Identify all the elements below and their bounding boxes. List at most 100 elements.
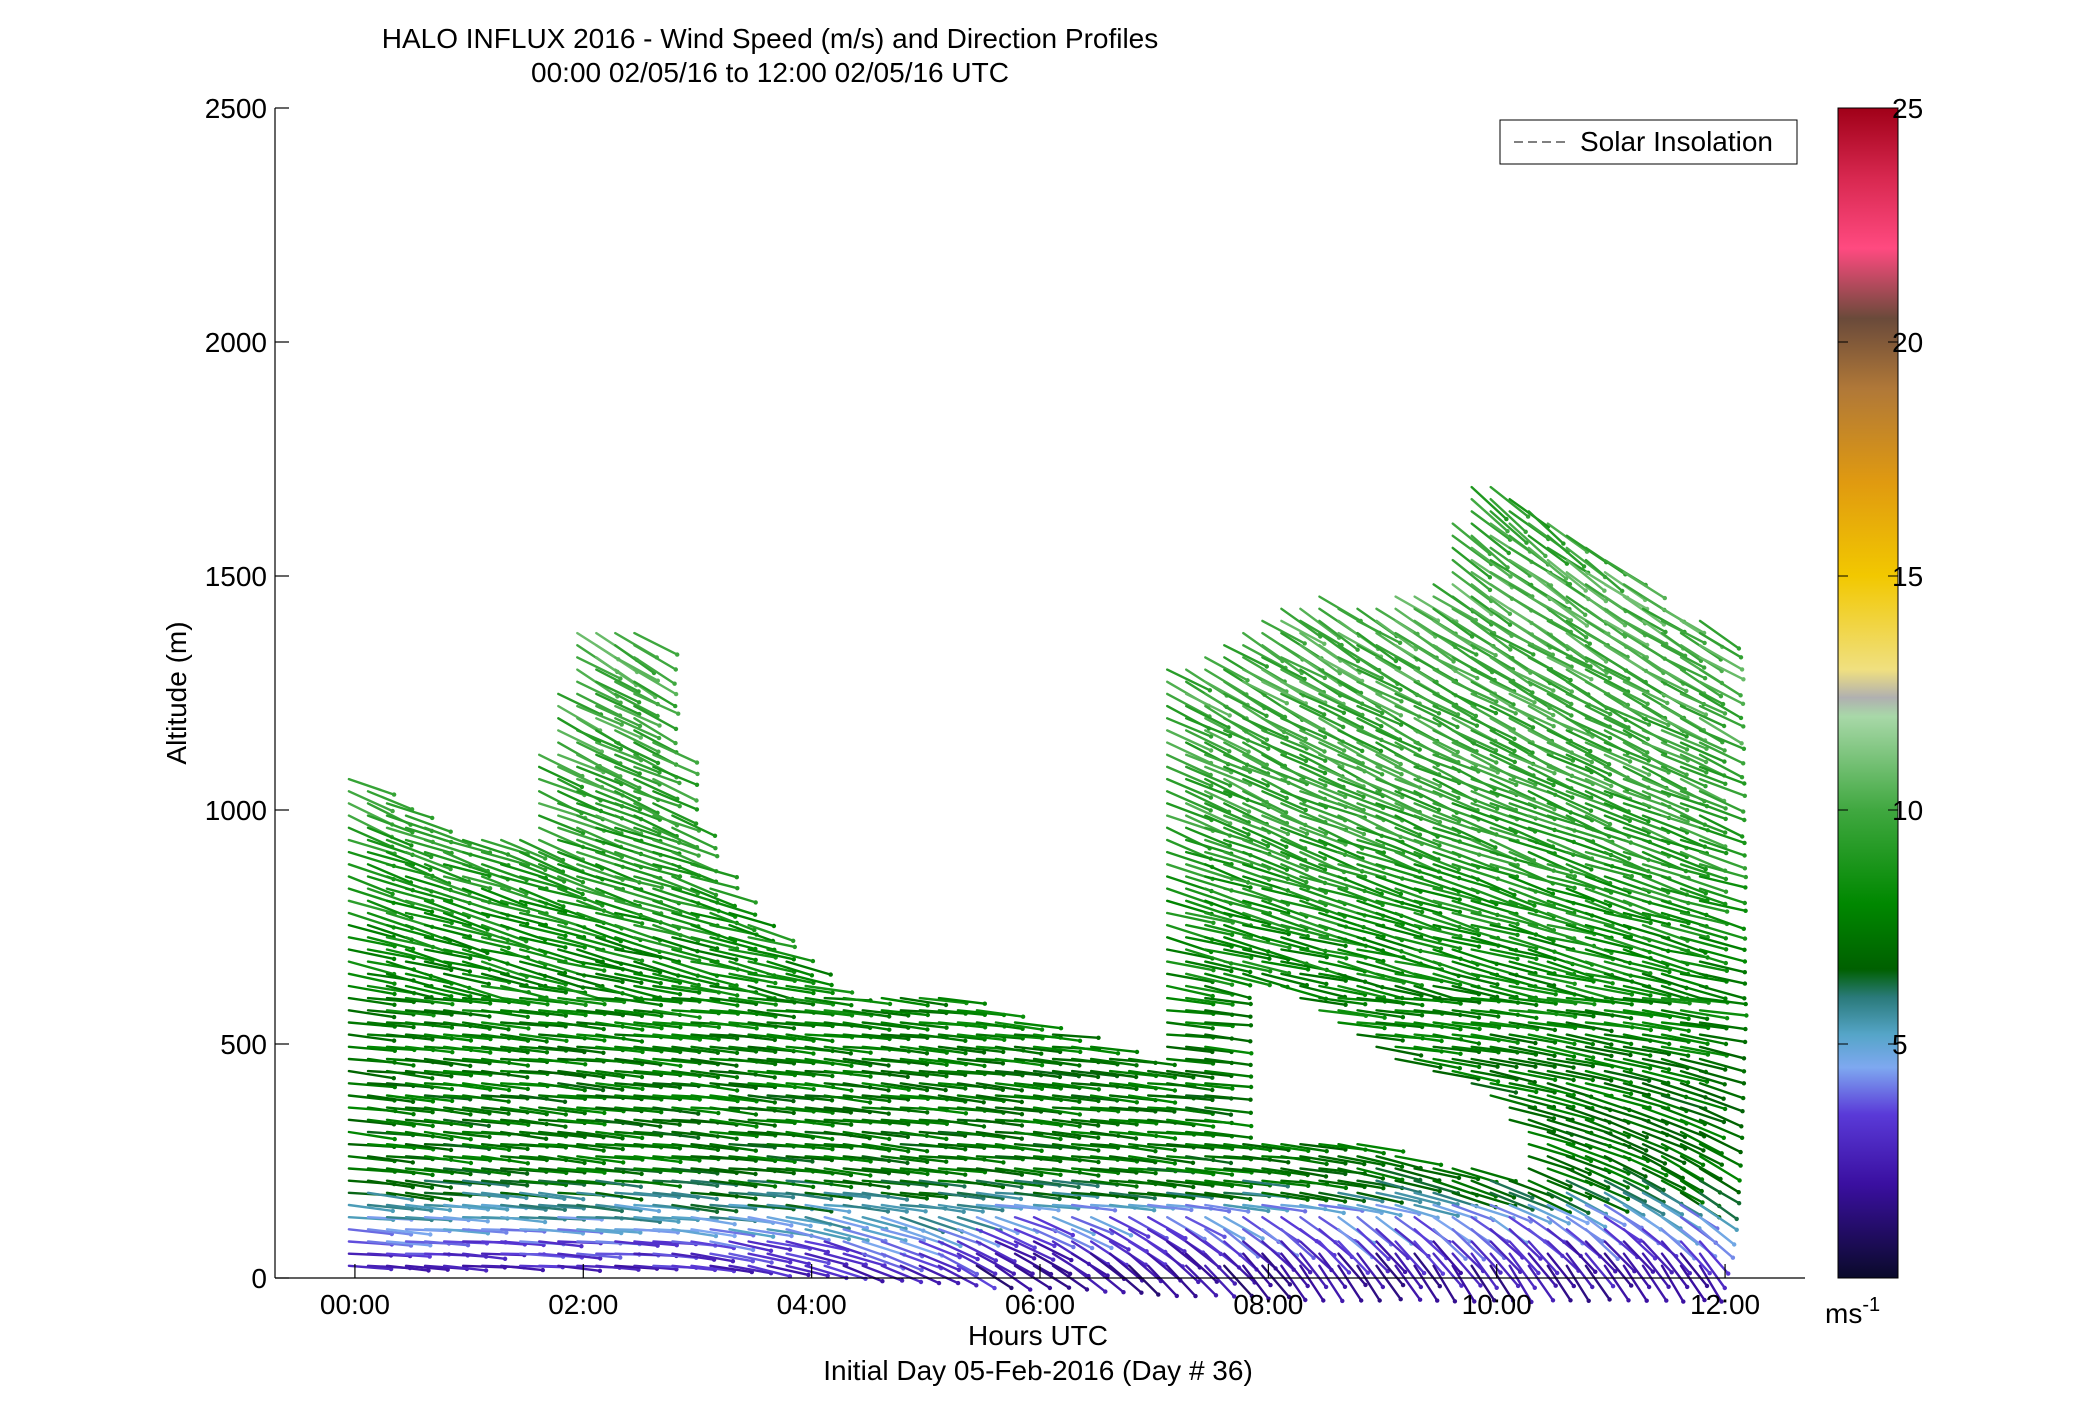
wind-barb	[1546, 1191, 1590, 1215]
wind-barb	[576, 838, 623, 859]
wind-barb	[595, 692, 641, 716]
wind-barb	[557, 1142, 605, 1152]
wind-barb-head	[696, 990, 702, 995]
wind-barb-head	[487, 1001, 493, 1006]
wind-barb	[1318, 984, 1367, 996]
wind-barb-head	[1305, 1183, 1311, 1189]
wind-barb-head	[1456, 867, 1461, 872]
wind-barb	[366, 826, 413, 847]
wind-barb	[747, 1240, 792, 1251]
wind-barb-head	[1196, 1279, 1201, 1285]
wind-barb-head	[1590, 1077, 1596, 1083]
wind-barb	[766, 960, 814, 977]
wind-barb	[823, 1264, 867, 1281]
wind-barb	[652, 1118, 700, 1124]
wind-barb-head	[1058, 1026, 1064, 1031]
wind-barb-head	[808, 1223, 813, 1229]
wind-barb	[1565, 1252, 1594, 1289]
wind-barb-head	[1398, 722, 1404, 727]
wind-barb	[709, 996, 758, 1006]
wind-barb-head	[1507, 622, 1513, 627]
wind-barb-head	[1377, 1298, 1382, 1303]
wind-barb-head	[1361, 831, 1367, 837]
wind-barb	[671, 1021, 720, 1029]
wind-barb	[404, 1009, 453, 1016]
wind-barb	[480, 1021, 530, 1030]
wind-barb	[519, 1033, 568, 1043]
wind-barb	[595, 814, 643, 835]
wind-barb	[633, 875, 682, 891]
wind-barb-head	[830, 1038, 835, 1044]
wind-barb	[1089, 1167, 1138, 1174]
wind-barb	[1375, 948, 1422, 965]
wind-barb	[1223, 644, 1269, 668]
wind-barb	[690, 948, 738, 961]
wind-barb-head	[982, 1025, 988, 1030]
wind-barb	[1108, 1203, 1156, 1212]
wind-barb	[861, 1228, 907, 1242]
wind-barb	[899, 1045, 948, 1054]
wind-barb	[1337, 972, 1384, 989]
wind-barb	[975, 1167, 1023, 1176]
wind-barb-head	[1227, 713, 1232, 718]
wind-barb	[1337, 1021, 1386, 1030]
wind-barb-head	[734, 1075, 740, 1080]
wind-barb-head	[887, 1136, 892, 1142]
wind-barb	[1546, 741, 1594, 764]
wind-barb	[461, 1179, 509, 1187]
wind-barb	[442, 1167, 491, 1175]
wind-barb-head	[1265, 783, 1270, 788]
wind-barb-head	[714, 1209, 720, 1215]
wind-barb	[633, 960, 680, 977]
wind-barb-head	[1552, 1064, 1557, 1069]
wind-barb	[423, 948, 472, 960]
wind-barb	[880, 1191, 928, 1200]
wind-barb	[385, 936, 435, 949]
wind-barb	[1394, 765, 1442, 788]
wind-barb-head	[1381, 958, 1386, 964]
wind-barb	[1527, 777, 1574, 799]
wind-barb-head	[581, 1197, 586, 1202]
wind-barb	[442, 984, 491, 999]
wind-barb	[1508, 1240, 1540, 1275]
wind-barb	[975, 1191, 1023, 1201]
wind-barb	[994, 1228, 1036, 1249]
wind-barb	[557, 1167, 606, 1174]
wind-barb	[519, 960, 567, 975]
wind-barb	[842, 1203, 890, 1213]
wind-barb	[633, 692, 680, 715]
wind-barb	[614, 1106, 663, 1114]
wind-barb	[785, 1033, 834, 1043]
wind-barb-head	[409, 843, 414, 848]
wind-barb-head	[449, 994, 454, 999]
wind-barb	[1204, 899, 1250, 918]
wind-barb-head	[753, 1148, 758, 1153]
wind-barb	[1470, 522, 1511, 555]
wind-barb	[1527, 1252, 1557, 1287]
wind-barb	[1546, 558, 1587, 592]
wind-barb	[1337, 887, 1384, 907]
wind-barb	[633, 863, 682, 878]
wind-barb	[500, 1106, 548, 1116]
wind-barb	[1356, 631, 1398, 663]
wind-barb	[1375, 984, 1423, 997]
wind-barb	[1280, 899, 1329, 913]
wind-barb-head	[1133, 1074, 1139, 1080]
wind-barb	[842, 1033, 891, 1041]
wind-barb-head	[963, 1038, 968, 1044]
wind-barb	[975, 1009, 1025, 1018]
wind-barb-head	[391, 1038, 397, 1043]
wind-barb	[576, 1155, 625, 1164]
wind-barb	[576, 814, 623, 835]
wind-barb	[975, 1021, 1024, 1031]
wind-barb	[994, 1045, 1043, 1055]
wind-barb	[899, 996, 948, 1007]
wind-barb	[1337, 704, 1383, 728]
wind-barb	[1089, 1130, 1138, 1140]
wind-barb	[766, 984, 815, 995]
wind-barb-head	[676, 711, 681, 716]
wind-barb	[1527, 644, 1573, 668]
wind-barb-head	[543, 1136, 549, 1142]
wind-barb-head	[580, 880, 586, 885]
wind-barb-head	[673, 726, 679, 732]
